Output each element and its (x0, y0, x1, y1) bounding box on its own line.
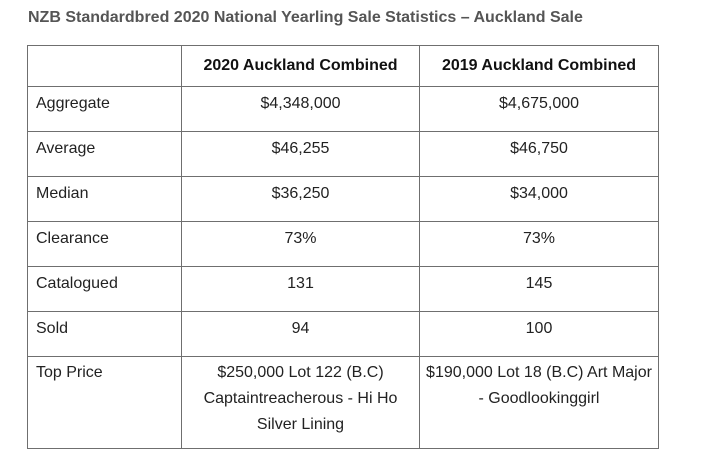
table-row-sold: Sold 94 100 (27, 311, 659, 357)
header-2019-auckland-combined: 2019 Auckland Combined (419, 45, 659, 87)
value-2019: 145 (419, 266, 659, 312)
value-2020: $250,000 Lot 122 (B.C) Captaintreacherou… (181, 356, 420, 449)
table-row-aggregate: Aggregate $4,348,000 $4,675,000 (27, 86, 659, 132)
row-label: Aggregate (27, 86, 182, 132)
sale-statistics-table: 2020 Auckland Combined 2019 Auckland Com… (27, 45, 659, 449)
header-2020-auckland-combined: 2020 Auckland Combined (181, 45, 420, 87)
table-row-median: Median $36,250 $34,000 (27, 176, 659, 222)
value-2020: $36,250 (181, 176, 420, 222)
row-label: Top Price (27, 356, 182, 449)
row-label: Average (27, 131, 182, 177)
table-row-clearance: Clearance 73% 73% (27, 221, 659, 267)
row-label: Catalogued (27, 266, 182, 312)
table-row-catalogued: Catalogued 131 145 (27, 266, 659, 312)
value-2019: 100 (419, 311, 659, 357)
value-2020: 131 (181, 266, 420, 312)
value-2020: 94 (181, 311, 420, 357)
row-label: Median (27, 176, 182, 222)
value-2020: $4,348,000 (181, 86, 420, 132)
value-2019: $34,000 (419, 176, 659, 222)
value-2019: $190,000 Lot 18 (B.C) Art Major - Goodlo… (419, 356, 659, 449)
row-label: Clearance (27, 221, 182, 267)
value-2019: 73% (419, 221, 659, 267)
value-2019: $46,750 (419, 131, 659, 177)
value-2020: $46,255 (181, 131, 420, 177)
header-blank-cell (27, 45, 182, 87)
value-2019: $4,675,000 (419, 86, 659, 132)
table-row-average: Average $46,255 $46,750 (27, 131, 659, 177)
value-2020: 73% (181, 221, 420, 267)
row-label: Sold (27, 311, 182, 357)
table-row-top-price: Top Price $250,000 Lot 122 (B.C) Captain… (27, 356, 659, 449)
page-title: NZB Standardbred 2020 National Yearling … (28, 9, 583, 26)
table-header-row: 2020 Auckland Combined 2019 Auckland Com… (27, 45, 659, 87)
